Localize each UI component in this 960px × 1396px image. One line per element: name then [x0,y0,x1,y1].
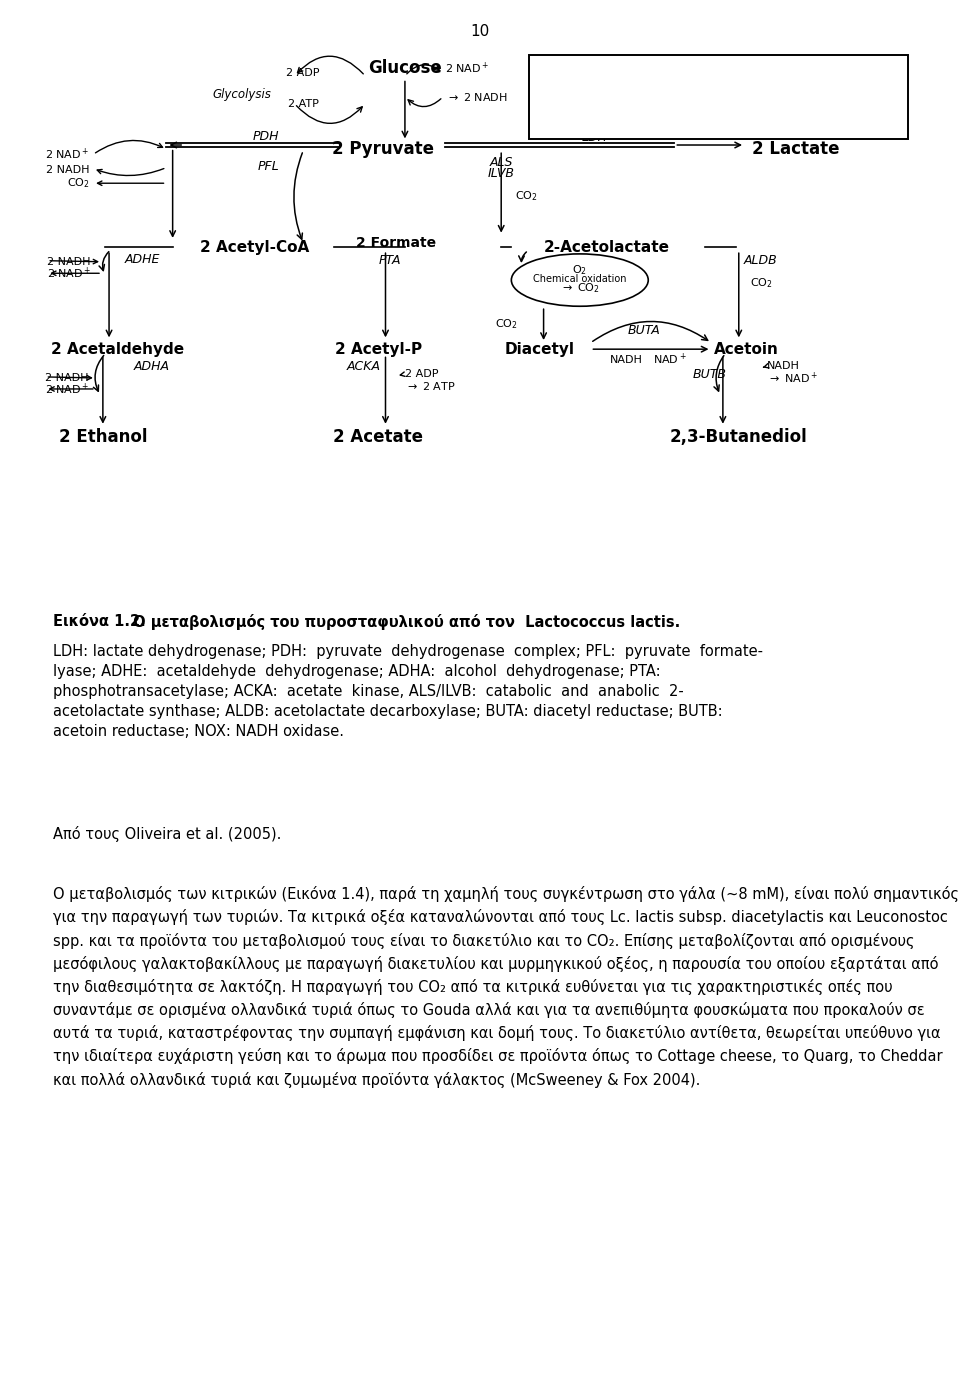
Text: PFL: PFL [257,161,279,173]
Text: CO$_2$: CO$_2$ [495,318,518,331]
Text: 2 Acetyl-CoA: 2 Acetyl-CoA [200,240,309,255]
Text: NADH: NADH [611,355,643,364]
Text: 2,3-Butanediol: 2,3-Butanediol [670,429,807,447]
Text: ADHE: ADHE [125,253,160,265]
Text: 2 NADH: 2 NADH [45,373,89,383]
Text: 2-Acetolactate: 2-Acetolactate [543,240,669,255]
Text: ALDB: ALDB [744,254,778,267]
Text: Από τους Oliveira et al. (2005).: Από τους Oliveira et al. (2005). [53,826,281,842]
Text: BUTA: BUTA [628,324,660,338]
Ellipse shape [512,254,648,306]
Text: PTA: PTA [378,254,401,267]
Text: 2 Acetyl-P: 2 Acetyl-P [335,342,422,356]
Text: NOX: NOX [705,77,732,91]
Text: 2 NADH: 2 NADH [47,257,91,267]
Text: 2 NAD$^+$: 2 NAD$^+$ [45,381,90,396]
Text: 2 Acetaldehyde: 2 Acetaldehyde [51,342,184,356]
Text: O$_2$: O$_2$ [572,262,588,276]
Text: 2 ADP: 2 ADP [286,68,320,78]
Text: 2 Ethanol: 2 Ethanol [59,429,147,447]
Text: ACKA: ACKA [347,360,380,373]
Text: BUTB: BUTB [692,367,727,381]
Text: Chemical oxidation: Chemical oxidation [533,274,627,283]
Text: 2 NAD$^+$: 2 NAD$^+$ [45,147,89,162]
Text: Εικόνα 1.2.: Εικόνα 1.2. [53,614,146,630]
Text: 2 NADH: 2 NADH [46,165,89,174]
Text: 2 Formate: 2 Formate [356,236,437,250]
Text: 2 NAD$^+$: 2 NAD$^+$ [643,109,687,124]
Text: Diacetyl: Diacetyl [505,342,575,356]
Text: $\rightarrow$ CO$_2$: $\rightarrow$ CO$_2$ [560,281,600,295]
Text: 2 NAD$^+$: 2 NAD$^+$ [47,265,91,281]
Text: CO$_2$: CO$_2$ [67,176,89,190]
Text: $\rightarrow$ 2 NADH: $\rightarrow$ 2 NADH [446,91,508,103]
Text: 2 Lactate: 2 Lactate [753,140,840,158]
Text: 2 ADP: 2 ADP [405,370,439,380]
Text: LDH: LDH [582,131,608,144]
Text: Ο μεταβολισμός των κιτρικών (Εικόνα 1.4), παρά τη χαμηλή τους συγκέντρωση στο γά: Ο μεταβολισμός των κιτρικών (Εικόνα 1.4)… [53,886,959,1087]
Text: $\rightarrow$ 2 ATP: $\rightarrow$ 2 ATP [405,380,455,392]
Text: 2 ATP: 2 ATP [288,99,320,109]
Text: ADHA: ADHA [133,360,170,373]
Text: Glycolysis: Glycolysis [212,88,271,101]
Text: NAD$^+$: NAD$^+$ [653,352,686,367]
Text: 2 NADH: 2 NADH [563,112,606,121]
Text: 2 NAD$^+$: 2 NAD$^+$ [444,60,489,75]
Text: LDH: lactate dehydrogenase; PDH:  pyruvate  dehydrogenase  complex; PFL:  pyruva: LDH: lactate dehydrogenase; PDH: pyruvat… [53,645,763,738]
Text: Acetoin: Acetoin [714,342,780,356]
Text: Ο μεταβολισμός του πυροσταφυλικού από τον  Lactococcus lactis.: Ο μεταβολισμός του πυροσταφυλικού από το… [128,614,681,630]
Text: ILVB: ILVB [488,168,515,180]
Text: 2 NADH + O$_2$ $\rightarrow$ 2 NAD$^+$ + 2 H$_2$O: 2 NADH + O$_2$ $\rightarrow$ 2 NAD$^+$ +… [612,99,826,117]
Text: 10: 10 [470,24,490,39]
Text: PDH: PDH [253,130,279,142]
Text: ALS: ALS [490,156,513,169]
Text: CO$_2$: CO$_2$ [516,190,539,204]
FancyBboxPatch shape [529,54,908,138]
Text: NADH: NADH [767,362,800,371]
Text: Glucose: Glucose [368,59,442,77]
Text: $\rightarrow$ NAD$^+$: $\rightarrow$ NAD$^+$ [767,370,818,385]
Text: CO$_2$: CO$_2$ [751,276,773,289]
Text: 2 Acetate: 2 Acetate [333,429,423,447]
Text: 2 Pyruvate: 2 Pyruvate [332,140,434,158]
